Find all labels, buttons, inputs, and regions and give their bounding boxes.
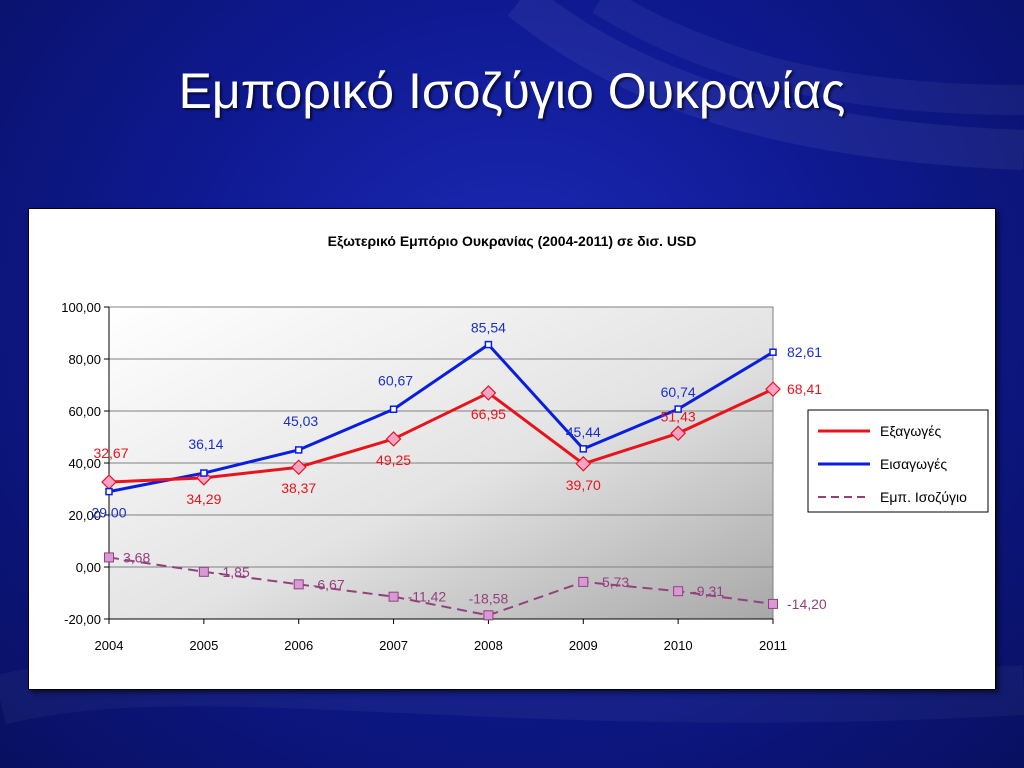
data-label: 45,44 xyxy=(566,424,601,440)
x-tick-label: 2009 xyxy=(569,638,598,653)
series-line-0 xyxy=(108,387,774,484)
series-2-point xyxy=(483,610,494,621)
data-label: 34,29 xyxy=(186,491,221,507)
data-label: 36,14 xyxy=(188,436,223,452)
series-line-2 xyxy=(108,556,774,617)
data-label: 51,43 xyxy=(661,408,696,424)
series-line-1 xyxy=(108,343,774,494)
slide-title: Εμπορικό Ισοζύγιο Ουκρανίας xyxy=(178,63,846,119)
series-2-point xyxy=(198,566,209,577)
series-1-point xyxy=(674,405,682,413)
legend-label: Εμπ. Ισοζύγιο xyxy=(880,489,967,505)
data-label: 60,67 xyxy=(378,372,413,388)
data-label: -14,20 xyxy=(787,596,827,612)
line-chart: Εξωτερικό Εμπόριο Ουκρανίας (2004-2011) … xyxy=(61,233,989,653)
series-2-point xyxy=(293,579,304,590)
series-1-point xyxy=(389,405,398,414)
series-0-point xyxy=(290,459,307,476)
data-label: 85,54 xyxy=(471,320,506,336)
data-label: 29,00 xyxy=(91,505,126,521)
x-tick-label: 2004 xyxy=(95,638,124,653)
x-tick-label: 2011 xyxy=(759,638,787,653)
data-label: -18,58 xyxy=(469,590,509,606)
y-tick-label: 60,00 xyxy=(68,404,101,419)
legend-box xyxy=(807,409,989,513)
data-label: -9,31 xyxy=(692,583,724,599)
x-tick-label: 2005 xyxy=(189,638,218,653)
y-tick-label: 0,00 xyxy=(76,560,101,575)
series-1-point xyxy=(200,469,208,477)
series-1-point xyxy=(579,445,588,453)
data-label: -5,73 xyxy=(597,574,629,590)
data-label: 66,95 xyxy=(471,406,506,422)
legend-label: Εξαγωγές xyxy=(880,423,941,439)
series-2-point xyxy=(104,552,114,563)
series-2-point xyxy=(388,591,399,602)
data-label: -6,67 xyxy=(313,576,345,592)
data-label: 60,74 xyxy=(661,384,696,400)
y-tick-label: 20,00 xyxy=(68,508,101,523)
series-1-point xyxy=(105,487,113,496)
data-label: 45,03 xyxy=(283,413,318,429)
series-0-point xyxy=(670,425,686,442)
data-label: 39,70 xyxy=(566,477,601,493)
x-tick-label: 2007 xyxy=(379,638,408,653)
y-tick-label: 80,00 xyxy=(68,352,101,367)
series-0-point xyxy=(385,431,402,447)
series-2-point xyxy=(673,586,684,597)
y-tick-label: -20,00 xyxy=(64,612,101,627)
y-tick-label: 40,00 xyxy=(68,456,101,471)
x-tick-label: 2006 xyxy=(284,638,313,653)
chart-title: Εξωτερικό Εμπόριο Ουκρανίας (2004-2011) … xyxy=(328,233,697,249)
series-2-point xyxy=(578,576,589,587)
series-1-point xyxy=(294,446,303,454)
data-label: 68,41 xyxy=(787,381,822,397)
series-0-point xyxy=(480,385,497,401)
data-label: 3,68 xyxy=(123,549,150,565)
series-2-point xyxy=(768,598,778,609)
series-0-point xyxy=(575,455,592,472)
legend-label: Εισαγωγές xyxy=(880,456,947,472)
series-1-point xyxy=(769,348,777,356)
series-0-point xyxy=(765,381,781,397)
data-label: -11,42 xyxy=(408,589,447,605)
chart-panel: Εξωτερικό Εμπόριο Ουκρανίας (2004-2011) … xyxy=(28,208,996,690)
series-1-point xyxy=(484,340,493,349)
x-tick-label: 2010 xyxy=(664,638,693,653)
data-label: 82,61 xyxy=(787,344,822,360)
data-label: 32,67 xyxy=(93,445,128,461)
y-tick-label: 100,00 xyxy=(61,300,101,315)
data-label: 49,25 xyxy=(376,452,411,468)
x-tick-label: 2008 xyxy=(474,638,503,653)
data-label: -1,85 xyxy=(218,564,250,580)
data-label: 38,37 xyxy=(281,480,316,496)
